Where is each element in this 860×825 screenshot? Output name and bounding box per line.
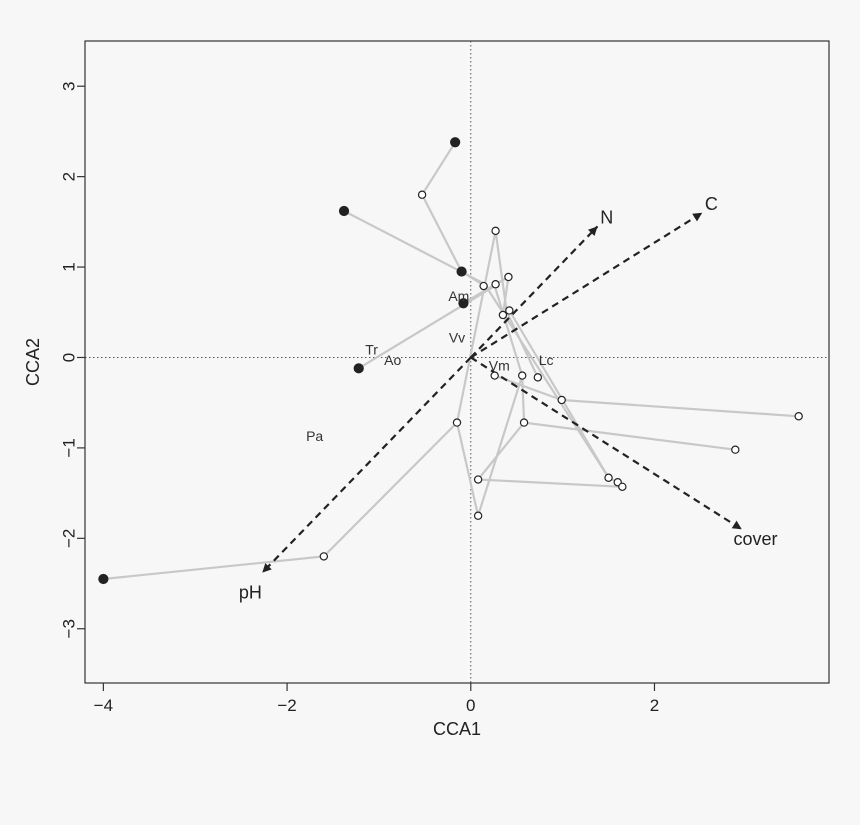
open-site-point bbox=[504, 272, 513, 282]
reference-lines bbox=[85, 41, 829, 683]
trajectory-line bbox=[102, 229, 539, 581]
species-label: Vv bbox=[449, 330, 465, 346]
site-points bbox=[98, 137, 803, 585]
vector-arrowhead bbox=[692, 212, 703, 222]
x-tick-label: −4 bbox=[94, 696, 113, 715]
filled-site-point bbox=[338, 205, 350, 217]
species-label: Vm bbox=[489, 358, 510, 374]
x-tick-label: 2 bbox=[650, 696, 659, 715]
x-axis-title: CCA1 bbox=[433, 719, 481, 739]
vector-arrowhead bbox=[588, 226, 598, 236]
open-site-point bbox=[417, 190, 427, 199]
y-tick-label: 1 bbox=[60, 262, 79, 271]
species-label: Tr bbox=[365, 341, 378, 357]
species-label: Pa bbox=[306, 428, 323, 444]
open-site-point bbox=[557, 395, 566, 405]
filled-site-point bbox=[353, 363, 364, 374]
species-label: Am bbox=[448, 288, 469, 304]
vector-arrowhead bbox=[262, 563, 272, 573]
trajectory-line bbox=[477, 374, 737, 517]
open-site-point bbox=[491, 280, 500, 289]
vector-line bbox=[470, 211, 703, 359]
open-site-point bbox=[731, 445, 740, 454]
y-axis: −3 −2 −1 0 1 2 3 bbox=[60, 81, 85, 638]
open-site-point bbox=[473, 511, 483, 520]
open-site-point bbox=[505, 306, 514, 315]
y-tick-label: −3 bbox=[60, 619, 79, 638]
species-label: Ao bbox=[384, 352, 401, 368]
open-site-point bbox=[491, 226, 500, 236]
y-tick-label: −2 bbox=[60, 529, 79, 548]
vector-arrowhead bbox=[731, 520, 742, 530]
open-site-point bbox=[319, 552, 329, 561]
vector-label: cover bbox=[734, 529, 778, 549]
filled-site-point bbox=[98, 573, 109, 585]
filled-site-point bbox=[450, 137, 461, 148]
vector-line bbox=[469, 225, 599, 359]
y-tick-label: 0 bbox=[60, 353, 79, 362]
open-site-point bbox=[490, 371, 499, 380]
open-site-point bbox=[533, 373, 543, 382]
x-tick-label: −2 bbox=[277, 696, 296, 715]
vector-label: N bbox=[600, 207, 613, 227]
x-axis: −4 −2 0 2 bbox=[94, 683, 659, 715]
open-site-point bbox=[498, 310, 508, 320]
vector-label: C bbox=[705, 194, 718, 214]
y-tick-label: 2 bbox=[60, 172, 79, 181]
open-site-point bbox=[452, 418, 462, 427]
x-tick-label: 0 bbox=[466, 696, 475, 715]
vector-label: pH bbox=[239, 583, 262, 603]
plot-frame bbox=[84, 40, 830, 684]
species-label: Lc bbox=[539, 352, 554, 368]
species-labels: Am Vv Tr Ao Vm Lc Pa bbox=[306, 288, 553, 444]
y-tick-label: 3 bbox=[60, 81, 79, 90]
environmental-vectors bbox=[261, 211, 743, 574]
trajectory-line bbox=[477, 478, 624, 488]
y-axis-title: CCA2 bbox=[23, 338, 43, 386]
y-tick-label: −1 bbox=[60, 438, 79, 457]
filled-site-point bbox=[456, 266, 467, 277]
trajectory-line bbox=[455, 421, 480, 517]
open-site-point bbox=[479, 281, 488, 291]
open-site-point bbox=[473, 475, 483, 484]
open-site-point bbox=[604, 473, 613, 482]
open-site-point bbox=[618, 482, 627, 491]
vector-line bbox=[261, 356, 472, 574]
filled-site-point bbox=[458, 298, 469, 309]
open-site-point bbox=[794, 412, 803, 421]
open-site-point bbox=[518, 371, 527, 380]
trajectory-line bbox=[477, 421, 526, 481]
vector-line bbox=[470, 356, 743, 531]
open-site-point bbox=[519, 418, 529, 427]
trajectory-line bbox=[508, 309, 610, 479]
